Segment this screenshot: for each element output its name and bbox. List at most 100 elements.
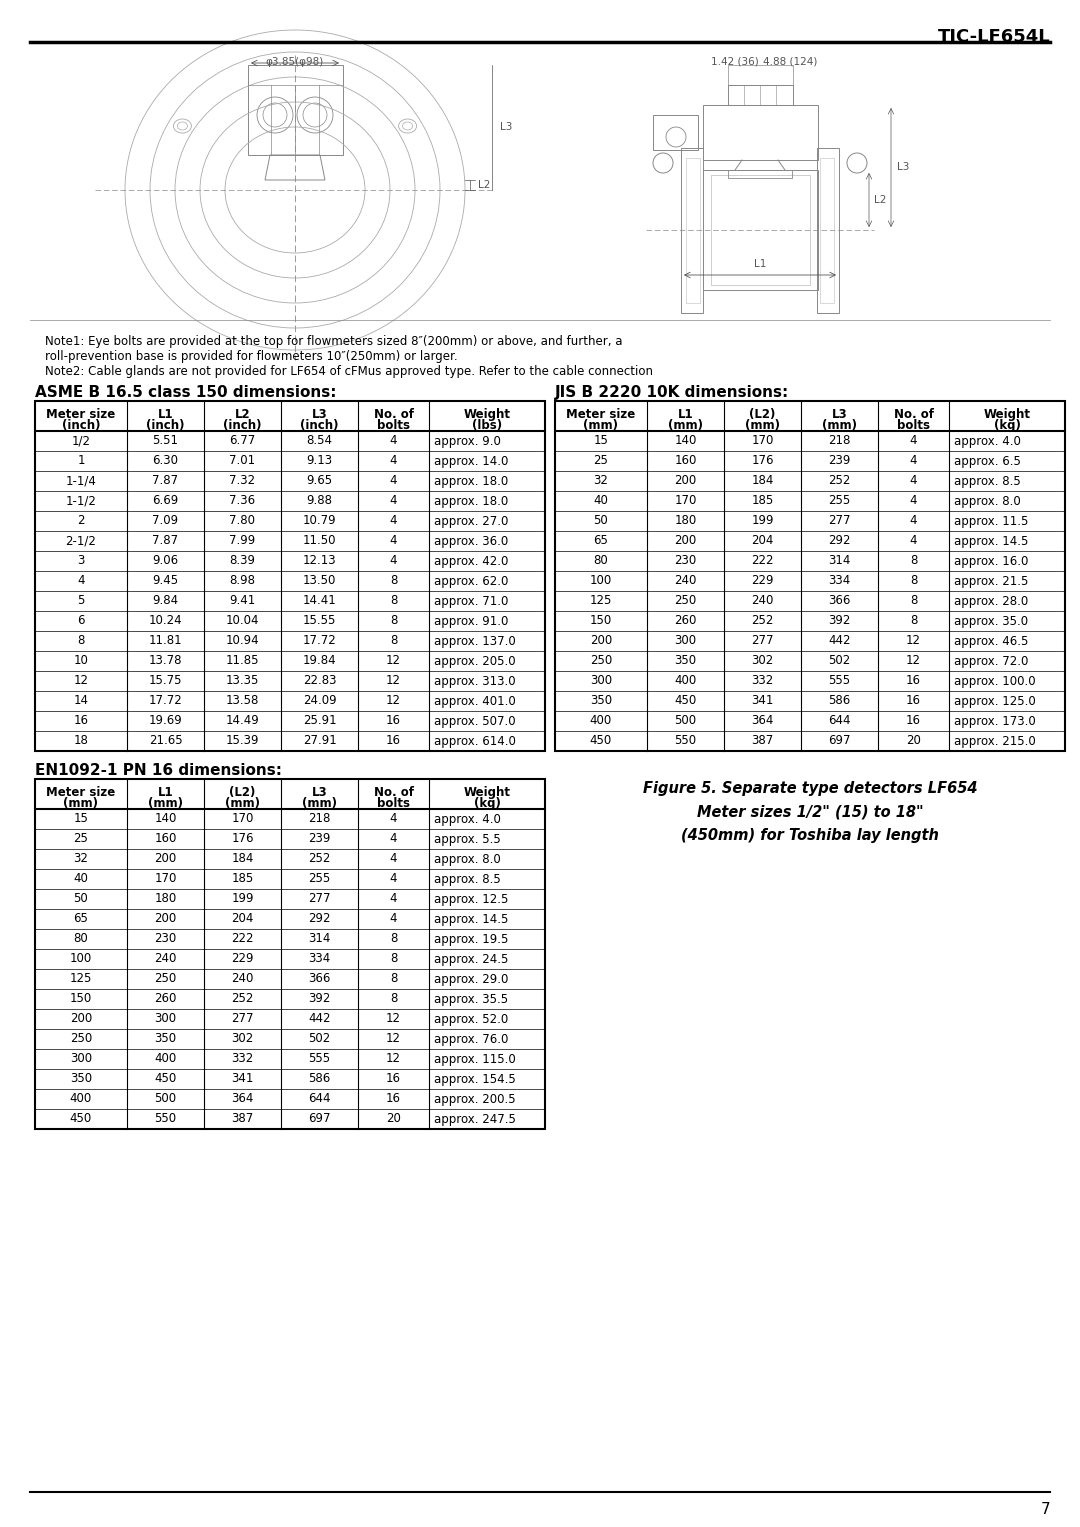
Text: 8: 8 bbox=[390, 614, 397, 628]
Text: 11.81: 11.81 bbox=[149, 635, 183, 647]
Text: 15.75: 15.75 bbox=[149, 675, 183, 687]
Text: 200: 200 bbox=[154, 852, 177, 866]
Text: (inch): (inch) bbox=[224, 418, 261, 432]
Text: (lbs): (lbs) bbox=[472, 418, 502, 432]
Text: 334: 334 bbox=[309, 953, 330, 965]
Text: 230: 230 bbox=[674, 554, 697, 568]
Text: 13.78: 13.78 bbox=[149, 655, 183, 667]
Text: 4: 4 bbox=[390, 913, 397, 925]
Text: 8: 8 bbox=[390, 933, 397, 945]
Text: 7.32: 7.32 bbox=[229, 475, 256, 487]
Text: 4: 4 bbox=[390, 872, 397, 886]
Text: 250: 250 bbox=[674, 594, 697, 608]
Text: approx. 401.0: approx. 401.0 bbox=[434, 695, 516, 707]
Text: 170: 170 bbox=[154, 872, 177, 886]
Text: 4: 4 bbox=[909, 515, 917, 527]
Text: 180: 180 bbox=[674, 515, 697, 527]
Text: Note1: Eye bolts are provided at the top for flowmeters sized 8″(200mm) or above: Note1: Eye bolts are provided at the top… bbox=[45, 334, 622, 348]
Text: 697: 697 bbox=[828, 734, 851, 748]
Bar bbox=[703, 105, 818, 160]
Text: 300: 300 bbox=[590, 675, 612, 687]
Text: 14.41: 14.41 bbox=[302, 594, 336, 608]
Text: approx. 18.0: approx. 18.0 bbox=[434, 475, 509, 487]
Text: 16: 16 bbox=[386, 1072, 401, 1086]
Bar bbox=[728, 66, 793, 86]
Text: 8: 8 bbox=[909, 594, 917, 608]
Text: 9.13: 9.13 bbox=[307, 455, 333, 467]
Text: L3: L3 bbox=[312, 408, 327, 421]
Text: 400: 400 bbox=[674, 675, 697, 687]
Text: 392: 392 bbox=[308, 993, 330, 1005]
Text: 11.50: 11.50 bbox=[302, 534, 336, 548]
Text: approx. 62.0: approx. 62.0 bbox=[434, 574, 509, 588]
Text: 4: 4 bbox=[390, 892, 397, 906]
Text: 16: 16 bbox=[906, 715, 921, 727]
Text: 1: 1 bbox=[78, 455, 84, 467]
Text: 7.36: 7.36 bbox=[229, 495, 256, 507]
Text: 16: 16 bbox=[73, 715, 89, 727]
Text: 200: 200 bbox=[674, 534, 697, 548]
Text: 387: 387 bbox=[752, 734, 773, 748]
Text: 25.91: 25.91 bbox=[302, 715, 336, 727]
Text: Meter size: Meter size bbox=[46, 408, 116, 421]
Text: 4: 4 bbox=[390, 534, 397, 548]
Text: 230: 230 bbox=[154, 933, 177, 945]
Text: Figure 5. Separate type detectors LF654
Meter sizes 1/2" (15) to 18"
(450mm) for: Figure 5. Separate type detectors LF654 … bbox=[643, 780, 977, 843]
Text: 350: 350 bbox=[674, 655, 697, 667]
Text: 252: 252 bbox=[752, 614, 773, 628]
Text: 502: 502 bbox=[828, 655, 851, 667]
Text: (L2): (L2) bbox=[750, 408, 775, 421]
Text: 12: 12 bbox=[386, 695, 401, 707]
Text: 4: 4 bbox=[909, 534, 917, 548]
Text: 184: 184 bbox=[231, 852, 254, 866]
Bar bbox=[703, 169, 818, 290]
Text: (mm): (mm) bbox=[64, 797, 98, 809]
Text: (L2): (L2) bbox=[229, 786, 256, 799]
Text: L3: L3 bbox=[897, 162, 909, 173]
Text: 185: 185 bbox=[752, 495, 773, 507]
Text: approx. 215.0: approx. 215.0 bbox=[954, 734, 1036, 748]
Text: 20: 20 bbox=[906, 734, 921, 748]
Text: 7.87: 7.87 bbox=[152, 534, 178, 548]
Text: approx. 247.5: approx. 247.5 bbox=[434, 1113, 516, 1125]
Text: 184: 184 bbox=[752, 475, 773, 487]
Text: 1/2: 1/2 bbox=[71, 435, 91, 447]
Text: approx. 173.0: approx. 173.0 bbox=[954, 715, 1036, 727]
Bar bbox=[686, 157, 700, 302]
Text: 332: 332 bbox=[231, 1052, 254, 1066]
Text: 8: 8 bbox=[390, 635, 397, 647]
Text: 8: 8 bbox=[909, 554, 917, 568]
Text: 5: 5 bbox=[78, 594, 84, 608]
Text: 50: 50 bbox=[594, 515, 608, 527]
Text: 255: 255 bbox=[828, 495, 851, 507]
Bar bbox=[35, 779, 545, 1128]
Text: 239: 239 bbox=[308, 832, 330, 846]
Text: 240: 240 bbox=[752, 594, 773, 608]
Bar bbox=[820, 157, 834, 302]
Text: 170: 170 bbox=[674, 495, 697, 507]
Text: 176: 176 bbox=[752, 455, 773, 467]
Text: 13.50: 13.50 bbox=[302, 574, 336, 588]
Text: 9.84: 9.84 bbox=[152, 594, 178, 608]
Bar bbox=[35, 402, 545, 751]
Text: (mm): (mm) bbox=[822, 418, 858, 432]
Text: 364: 364 bbox=[231, 1092, 254, 1106]
Text: L3: L3 bbox=[500, 122, 512, 133]
Text: approx. 27.0: approx. 27.0 bbox=[434, 515, 509, 527]
Text: 65: 65 bbox=[594, 534, 608, 548]
Text: 292: 292 bbox=[828, 534, 851, 548]
Text: ASME B 16.5 class 150 dimensions:: ASME B 16.5 class 150 dimensions: bbox=[35, 385, 337, 400]
Text: 185: 185 bbox=[231, 872, 254, 886]
Text: approx. 14.5: approx. 14.5 bbox=[434, 913, 509, 925]
Text: 125: 125 bbox=[590, 594, 612, 608]
Text: 8: 8 bbox=[909, 574, 917, 588]
Text: 6.69: 6.69 bbox=[152, 495, 178, 507]
Text: EN1092-1 PN 16 dimensions:: EN1092-1 PN 16 dimensions: bbox=[35, 764, 282, 777]
Text: 222: 222 bbox=[752, 554, 773, 568]
Text: 13.58: 13.58 bbox=[226, 695, 259, 707]
Text: 7.80: 7.80 bbox=[229, 515, 256, 527]
Text: 334: 334 bbox=[828, 574, 851, 588]
Text: approx. 205.0: approx. 205.0 bbox=[434, 655, 515, 667]
Text: No. of: No. of bbox=[893, 408, 933, 421]
Text: 255: 255 bbox=[309, 872, 330, 886]
